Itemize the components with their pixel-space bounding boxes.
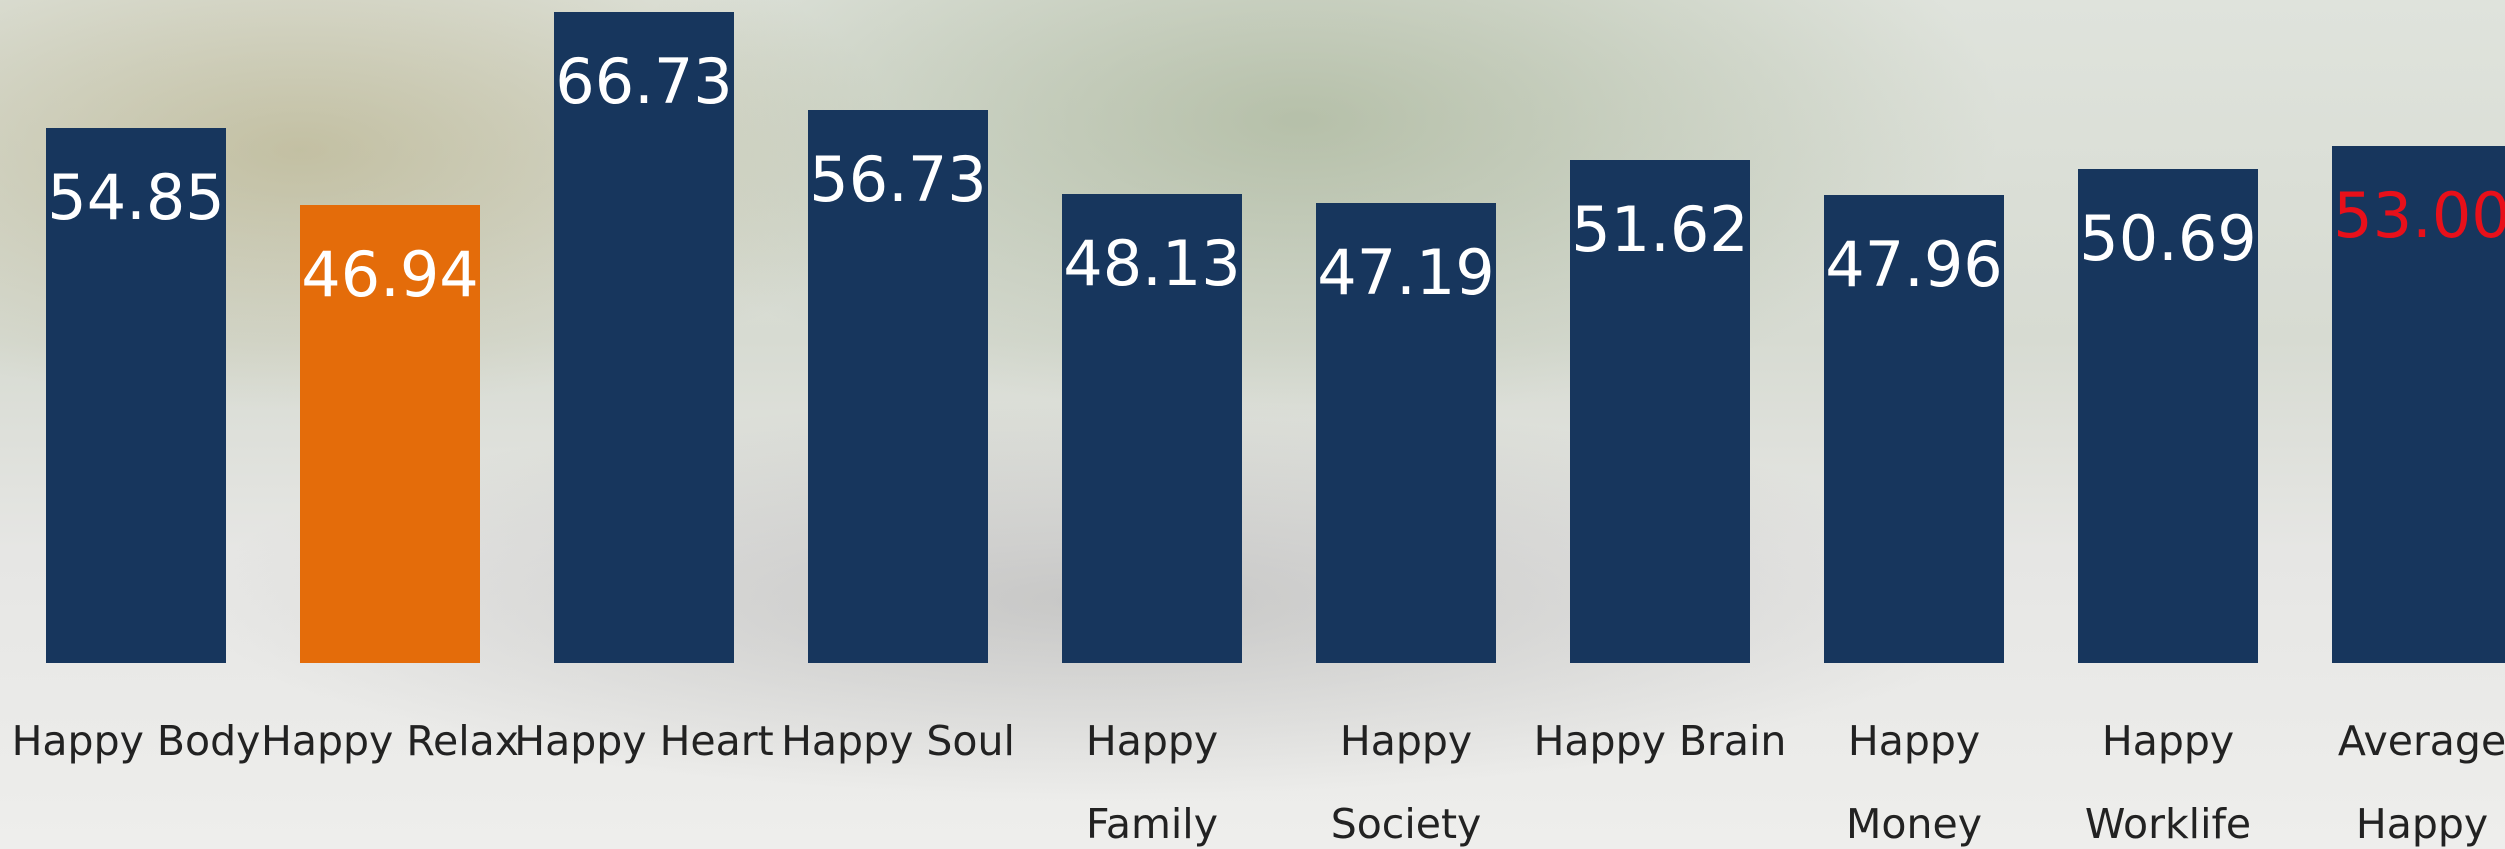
x-tick-label: Happy Heart (514, 717, 774, 765)
value-label: 50.69 (2079, 201, 2257, 275)
value-label: 54.85 (47, 161, 225, 235)
x-tick-label: Average Happy (2337, 717, 2505, 848)
bar (554, 12, 734, 663)
x-tick-label: Happy Soul (781, 717, 1015, 765)
bar (46, 128, 226, 663)
bar (1824, 195, 2004, 663)
value-label: 53.00 (2333, 179, 2505, 253)
value-label: 51.62 (1571, 192, 1749, 266)
x-tick-label: Happy Relax (261, 717, 519, 765)
x-tick-label: Happy Body (11, 717, 261, 765)
x-tick-label: Happy Money (1846, 717, 1982, 848)
x-tick-label: Happy Brain (1533, 717, 1787, 765)
value-label: 56.73 (809, 142, 987, 216)
value-label: 47.96 (1825, 228, 2003, 302)
value-label: 46.94 (301, 238, 479, 312)
bar (2332, 146, 2505, 663)
bar (1316, 202, 1496, 663)
bar (808, 109, 988, 663)
x-tick-label: Happy Worklife (2084, 717, 2252, 848)
bar (2078, 168, 2258, 663)
bar (1062, 193, 1242, 663)
value-label: 47.19 (1317, 235, 1495, 309)
value-label: 66.73 (555, 45, 733, 119)
bar (1570, 159, 1750, 663)
value-label: 48.13 (1063, 226, 1241, 300)
x-tick-label: Happy Family (1085, 717, 1219, 848)
x-tick-label: Happy Society (1330, 717, 1482, 848)
bar (300, 205, 480, 663)
